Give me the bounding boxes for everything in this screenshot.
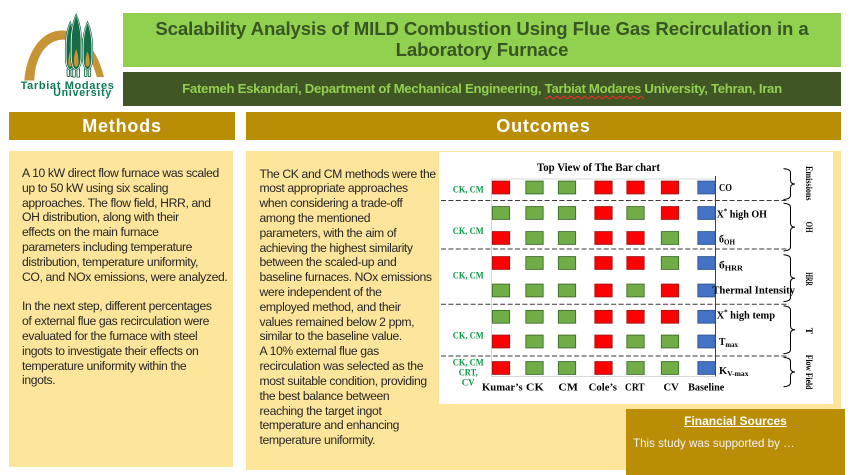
svg-text:Top View of The Bar chart: Top View of The Bar chart [537, 162, 660, 174]
svg-text:бOH: бOH [719, 235, 735, 247]
svg-text:Tmax: Tmax [719, 337, 738, 349]
svg-text:KV-max: KV-max [719, 366, 749, 378]
svg-text:CK: CK [526, 382, 544, 394]
svg-text:CRT: CRT [625, 382, 645, 394]
svg-text:X* high temp: X* high temp [717, 309, 776, 322]
svg-text:CK, CM: CK, CM [453, 271, 484, 281]
svg-text:CV: CV [462, 378, 475, 388]
svg-text:CK, CM: CK, CM [453, 226, 484, 236]
svg-text:T: T [803, 328, 813, 335]
svg-text:Baseline: Baseline [688, 382, 724, 394]
svg-text:CM: CM [558, 382, 578, 394]
svg-text:CRT,: CRT, [459, 368, 478, 378]
svg-text:HRR: HRR [803, 272, 813, 286]
svg-text:Flow Field: Flow Field [803, 355, 813, 390]
svg-text:CK, CM: CK, CM [453, 358, 484, 368]
svg-text:бHRR: бHRR [719, 261, 744, 273]
svg-text:CV: CV [663, 382, 678, 394]
svg-text:Emissions: Emissions [803, 166, 813, 201]
svg-text:Thermal Intensity: Thermal Intensity [712, 286, 795, 297]
svg-text:Kumar’s: Kumar’s [482, 382, 523, 394]
svg-text:OH: OH [803, 222, 813, 233]
svg-text:CK, CM: CK, CM [453, 331, 484, 341]
svg-text:CK, CM: CK, CM [453, 185, 484, 195]
svg-text:X* high OH: X* high OH [717, 208, 767, 221]
svg-text:CO: CO [719, 183, 732, 194]
svg-text:Cole’s: Cole’s [589, 382, 618, 394]
